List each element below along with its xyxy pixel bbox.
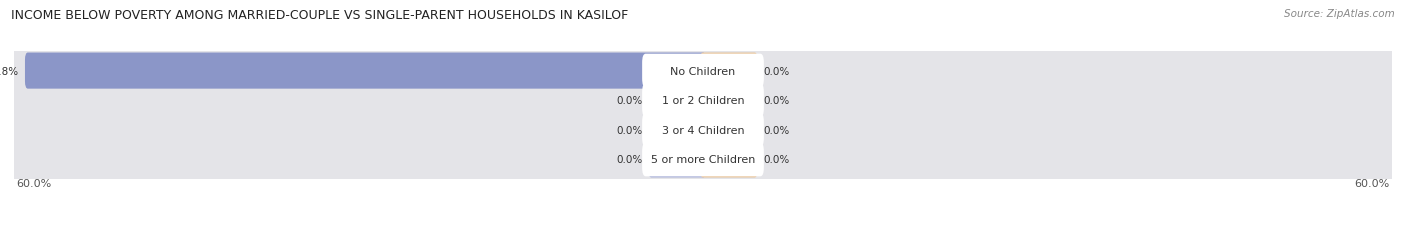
Text: 0.0%: 0.0% [763,155,790,165]
FancyBboxPatch shape [648,83,706,119]
FancyBboxPatch shape [11,111,1395,150]
FancyBboxPatch shape [648,142,706,178]
Text: INCOME BELOW POVERTY AMONG MARRIED-COUPLE VS SINGLE-PARENT HOUSEHOLDS IN KASILOF: INCOME BELOW POVERTY AMONG MARRIED-COUPL… [11,9,628,22]
FancyBboxPatch shape [11,140,1395,179]
Text: 3 or 4 Children: 3 or 4 Children [662,125,744,135]
Text: 60.0%: 60.0% [1354,178,1389,188]
Text: 0.0%: 0.0% [616,96,643,106]
FancyBboxPatch shape [643,113,763,147]
Text: No Children: No Children [671,66,735,76]
Text: 0.0%: 0.0% [616,125,643,135]
FancyBboxPatch shape [648,112,706,148]
Text: 58.8%: 58.8% [0,66,18,76]
Text: 1 or 2 Children: 1 or 2 Children [662,96,744,106]
FancyBboxPatch shape [700,142,758,178]
Text: 0.0%: 0.0% [763,96,790,106]
FancyBboxPatch shape [700,53,758,89]
FancyBboxPatch shape [11,52,1395,91]
Text: 0.0%: 0.0% [763,66,790,76]
FancyBboxPatch shape [11,81,1395,120]
FancyBboxPatch shape [643,84,763,118]
FancyBboxPatch shape [643,143,763,176]
Text: 0.0%: 0.0% [763,125,790,135]
Text: 5 or more Children: 5 or more Children [651,155,755,165]
FancyBboxPatch shape [700,83,758,119]
FancyBboxPatch shape [25,53,706,89]
FancyBboxPatch shape [700,112,758,148]
Text: Source: ZipAtlas.com: Source: ZipAtlas.com [1284,9,1395,19]
Text: 0.0%: 0.0% [616,155,643,165]
FancyBboxPatch shape [643,55,763,88]
Text: 60.0%: 60.0% [17,178,52,188]
